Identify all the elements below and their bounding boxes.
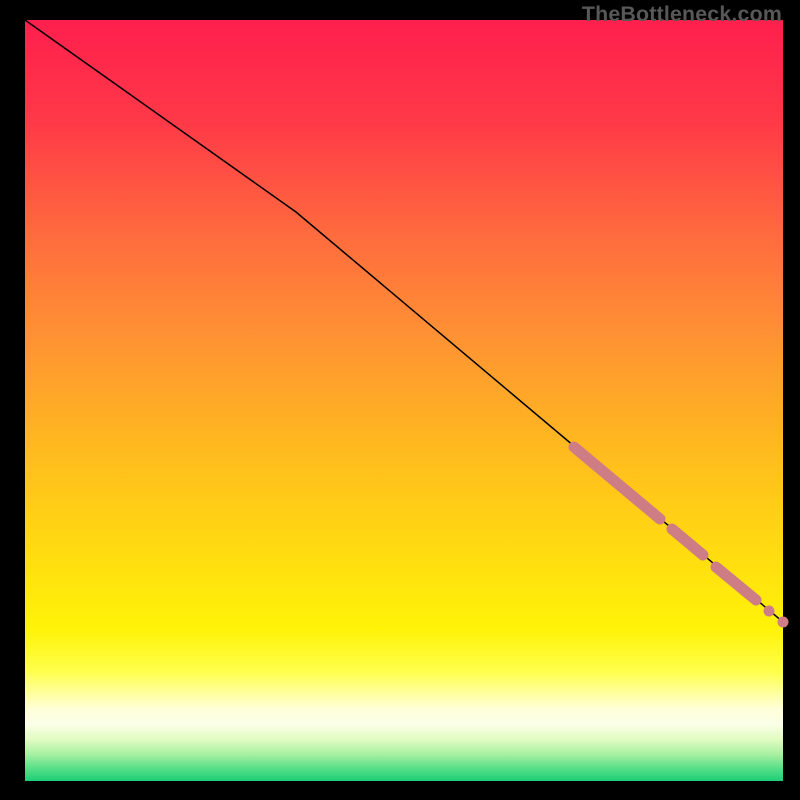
chart-svg	[0, 0, 800, 800]
chart-stage: TheBottleneck.com	[0, 0, 800, 800]
watermark-label: TheBottleneck.com	[582, 2, 782, 27]
highlight-dot	[778, 617, 789, 628]
plot-area	[25, 20, 783, 781]
highlight-dot	[764, 606, 775, 617]
